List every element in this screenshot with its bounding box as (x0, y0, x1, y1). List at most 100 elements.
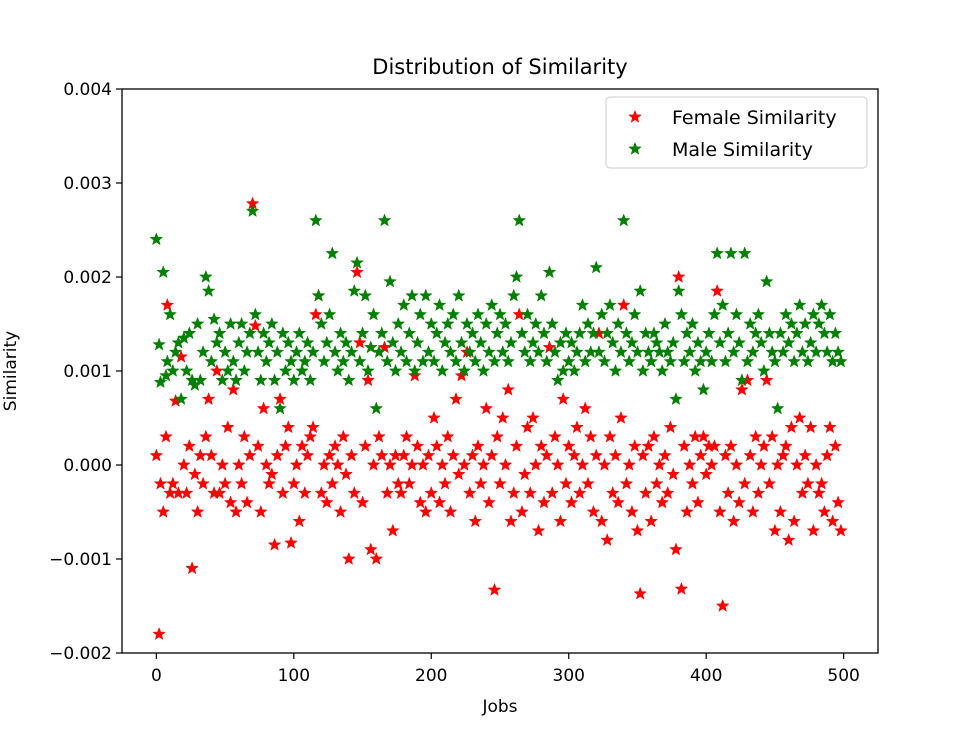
legend-label: Female Similarity (672, 107, 837, 129)
female-point (187, 467, 202, 481)
male-point (454, 335, 469, 349)
female-point (724, 438, 738, 453)
male-point (275, 326, 290, 340)
male-point (259, 354, 274, 368)
female-point (229, 504, 243, 518)
female-point (341, 551, 356, 565)
female-point (226, 382, 241, 396)
female-point (242, 448, 257, 462)
male-point (432, 297, 447, 312)
female-point (600, 532, 615, 547)
male-point (578, 354, 593, 368)
female-point (765, 429, 780, 443)
female-point (278, 438, 293, 453)
female-point (633, 586, 648, 600)
female-point (641, 438, 656, 453)
male-point (451, 288, 466, 302)
male-point (270, 344, 285, 359)
male-point (330, 363, 345, 377)
female-point (660, 485, 675, 500)
female-point (413, 495, 428, 509)
male-point (460, 316, 474, 330)
male-point (262, 335, 276, 349)
female-point (212, 485, 227, 500)
male-point (658, 316, 672, 330)
female-point (726, 514, 741, 528)
male-point (284, 354, 298, 368)
female-point (152, 626, 166, 641)
female-point (402, 476, 417, 490)
female-point (383, 457, 397, 471)
female-point (666, 467, 681, 481)
female-point (262, 476, 276, 490)
male-point (696, 382, 711, 396)
female-point (394, 485, 408, 500)
female-point (732, 495, 747, 509)
female-point (699, 467, 714, 481)
male-point (655, 363, 670, 377)
plot-area (121, 88, 879, 654)
female-point (438, 476, 452, 490)
male-point (795, 344, 810, 359)
female-point (757, 438, 771, 453)
x-tick-label: 300 (553, 666, 585, 686)
female-point (427, 410, 441, 424)
male-point (347, 283, 362, 297)
male-point (498, 316, 513, 330)
male-point (506, 288, 521, 302)
female-point (330, 457, 345, 471)
female-point (649, 476, 664, 490)
male-point (286, 373, 301, 387)
female-point (567, 448, 582, 462)
male-point (471, 307, 485, 321)
male-point (570, 344, 584, 359)
female-point (718, 448, 733, 462)
female-point (358, 438, 373, 453)
female-point (295, 438, 309, 453)
female-point (828, 438, 843, 453)
legend-marker (628, 141, 642, 155)
female-point (156, 504, 171, 518)
male-point (476, 363, 491, 377)
female-point (784, 420, 799, 434)
female-point (735, 382, 749, 396)
female-point (366, 457, 381, 471)
female-point (471, 438, 485, 453)
female-point (493, 476, 507, 490)
male-point (182, 326, 197, 340)
female-point (534, 438, 549, 453)
female-point (396, 448, 411, 462)
male-point (520, 307, 535, 321)
male-point (636, 363, 650, 377)
male-point (292, 326, 307, 340)
female-point (159, 429, 173, 443)
male-point (603, 297, 617, 312)
female-point (680, 504, 694, 518)
male-point (625, 335, 639, 349)
female-point (421, 448, 436, 462)
male-point (663, 354, 678, 368)
male-point (328, 344, 342, 359)
female-point (721, 485, 736, 500)
female-point (581, 476, 595, 490)
male-point (718, 354, 733, 368)
female-point (619, 476, 634, 490)
female-point (677, 438, 692, 453)
female-point (259, 457, 274, 471)
male-point (385, 335, 400, 349)
female-point (410, 438, 425, 453)
female-point (548, 429, 562, 443)
male-point (156, 265, 171, 279)
female-point (215, 457, 230, 471)
female-point (625, 504, 639, 518)
female-point (564, 495, 579, 509)
female-point (380, 485, 395, 500)
female-point (182, 438, 197, 453)
female-point (297, 485, 312, 500)
male-point (256, 326, 271, 340)
male-point (674, 307, 689, 321)
male-point (597, 354, 612, 368)
male-point (592, 344, 606, 359)
male-point (814, 297, 829, 312)
female-point (781, 532, 796, 547)
